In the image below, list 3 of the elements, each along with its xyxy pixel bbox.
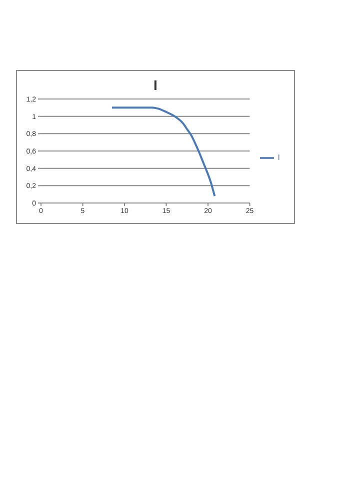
line-series (110, 106, 216, 198)
legend-label: I (278, 153, 280, 162)
chart-title: I (152, 77, 158, 95)
